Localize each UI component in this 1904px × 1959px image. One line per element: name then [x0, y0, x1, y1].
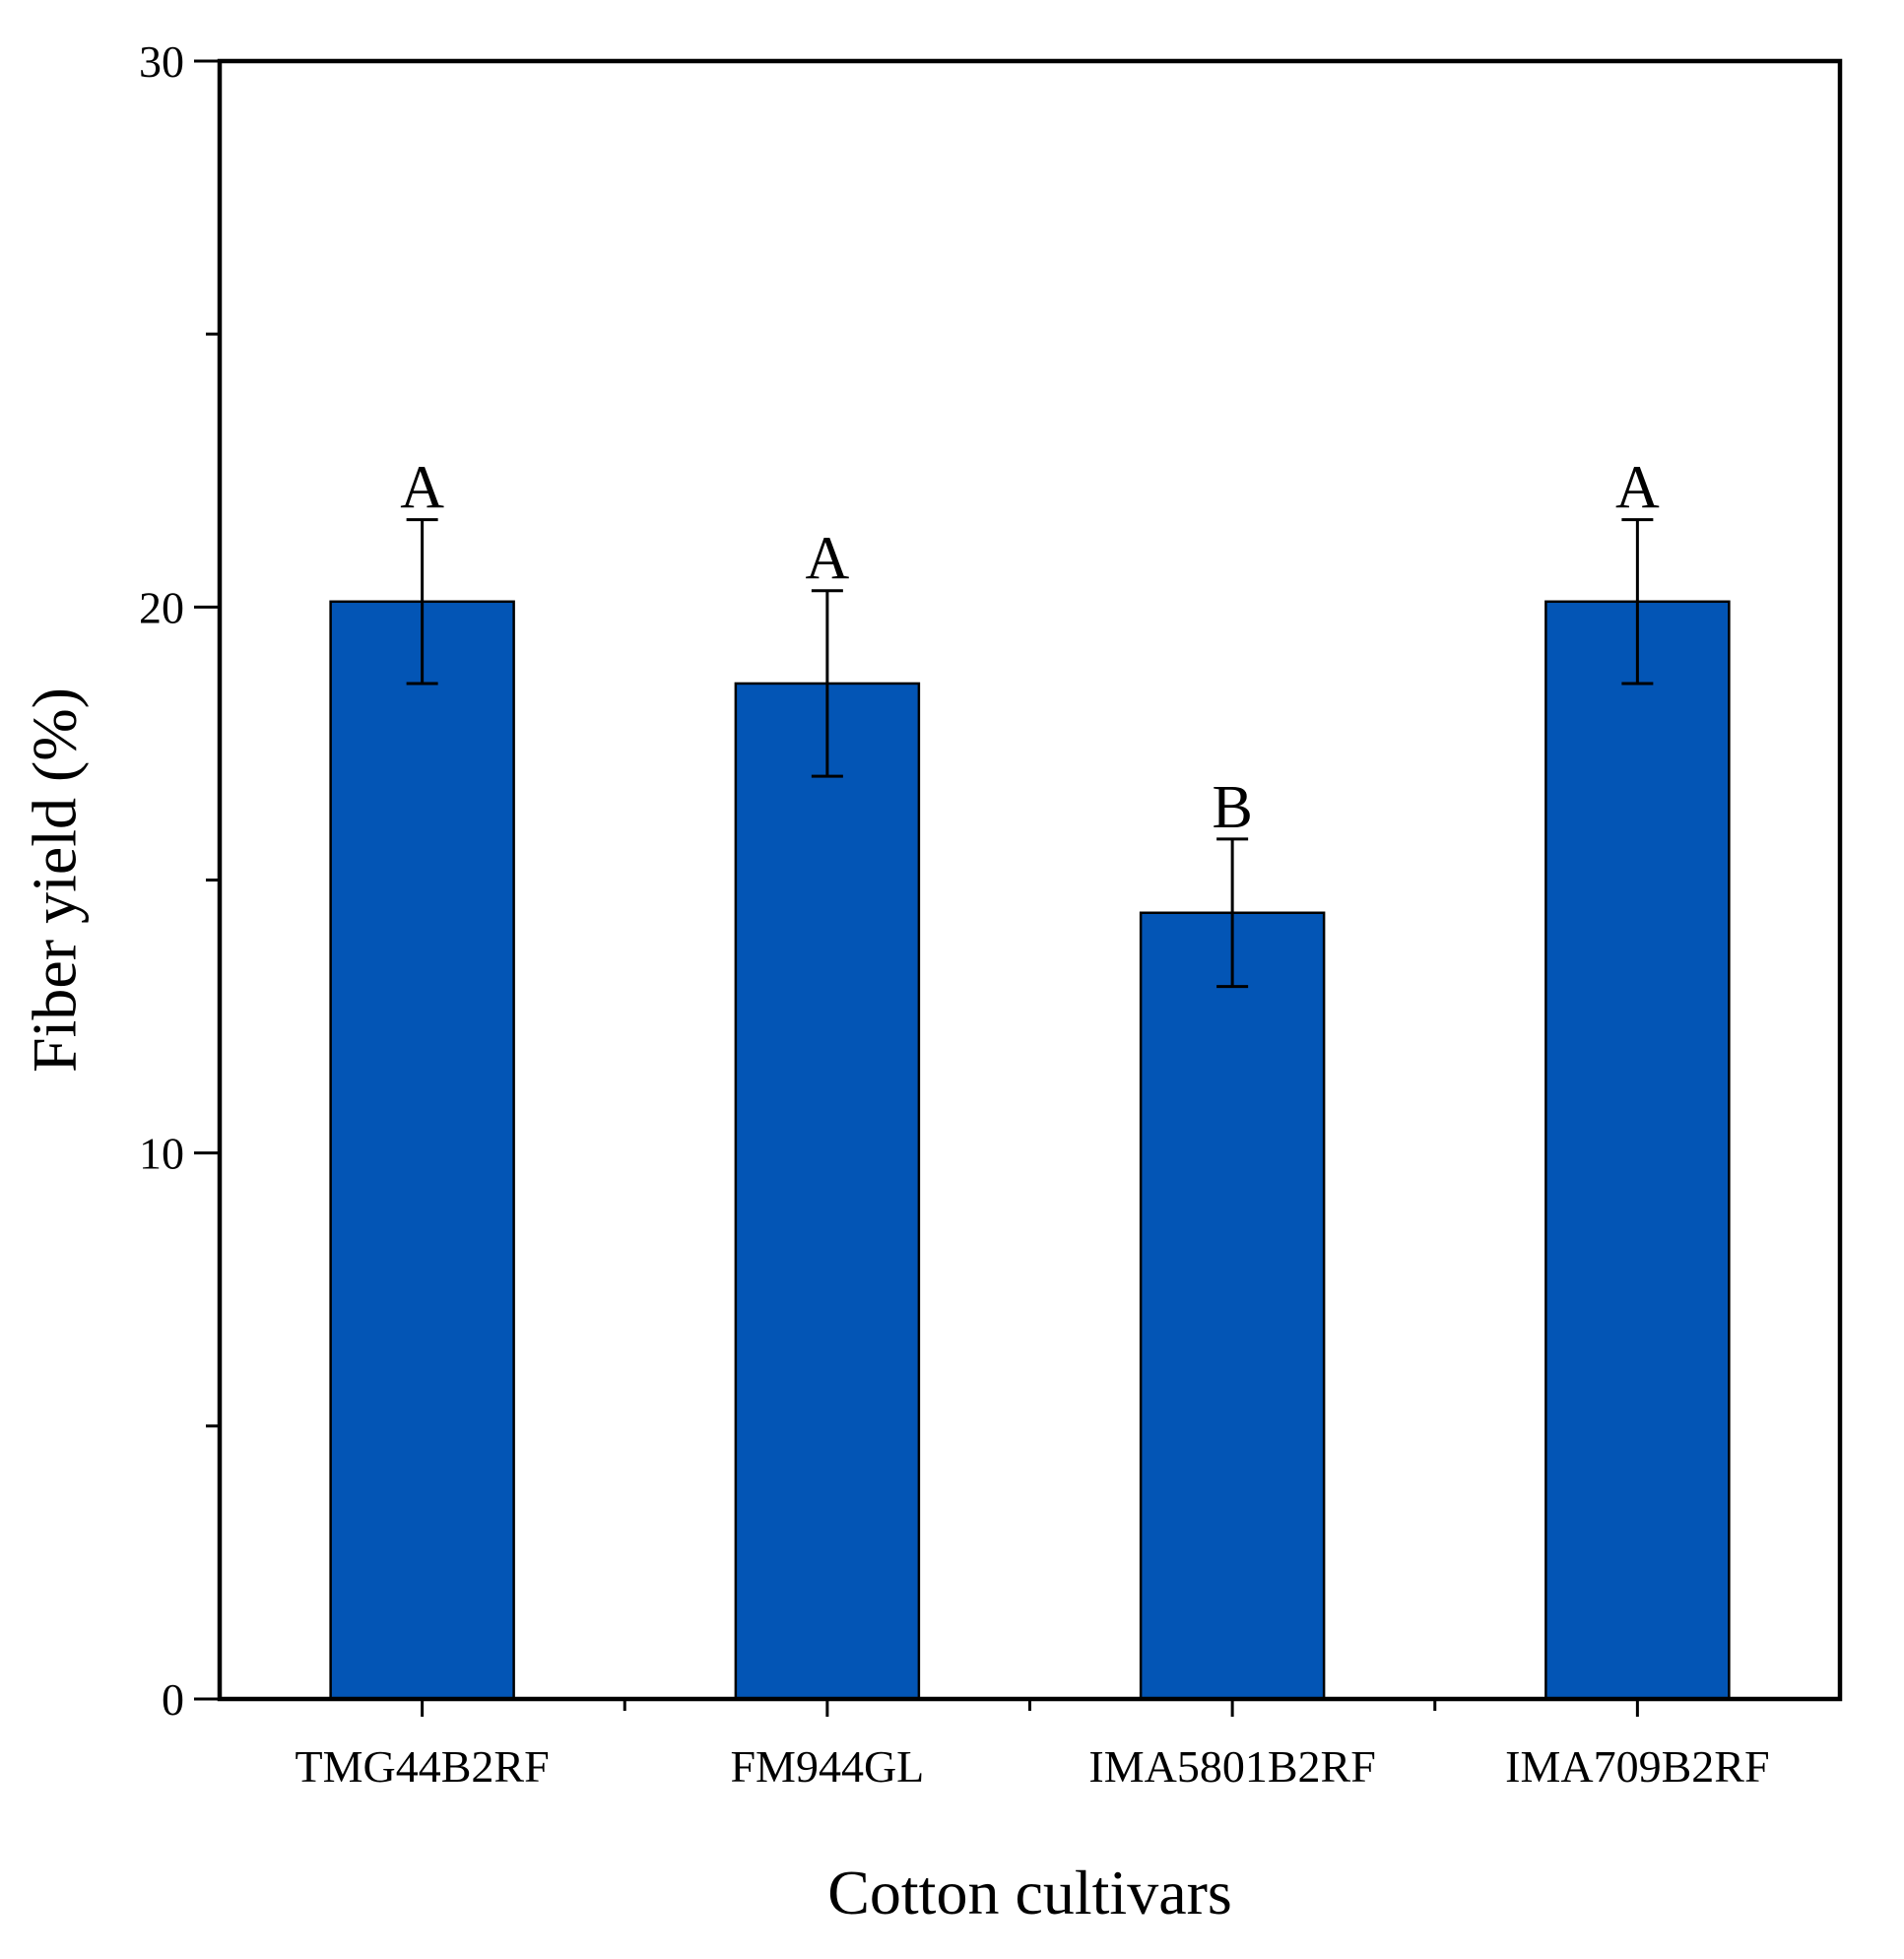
- bar-TMG44B2RF: [329, 600, 515, 1701]
- x-tick-label-TMG44B2RF: TMG44B2RF: [295, 1741, 550, 1792]
- significance-labels-group: A A B A: [400, 455, 1660, 841]
- y-tick-label-20: 20: [139, 582, 184, 632]
- bar-IMA5801B2RF: [1139, 911, 1326, 1701]
- bars-group: [329, 600, 1731, 1701]
- significance-label-IMA5801B2RF: B: [1212, 774, 1252, 841]
- significance-label-FM944GL: A: [805, 526, 849, 593]
- significance-label-TMG44B2RF: A: [400, 455, 444, 522]
- x-tick-label-FM944GL: FM944GL: [730, 1741, 924, 1792]
- y-tick-label-0: 0: [162, 1674, 184, 1725]
- x-axis-title: Cotton cultivars: [827, 1858, 1232, 1927]
- y-tick-label-30: 30: [139, 36, 184, 87]
- y-tick-label-10: 10: [139, 1129, 184, 1179]
- bar-FM944GL: [734, 682, 921, 1701]
- x-tick-label-IMA5801B2RF: IMA5801B2RF: [1088, 1741, 1375, 1792]
- y-axis-title: Fiber yield (%): [20, 687, 90, 1073]
- x-ticks-group: TMG44B2RF FM944GL IMA5801B2RF IMA709B2RF: [295, 1699, 1770, 1792]
- bar-IMA709B2RF: [1544, 600, 1731, 1701]
- x-tick-label-IMA709B2RF: IMA709B2RF: [1505, 1741, 1769, 1792]
- y-ticks-group: 0 10 20 30: [139, 36, 220, 1725]
- error-bars-group: [406, 518, 1654, 989]
- significance-label-IMA709B2RF: A: [1615, 455, 1660, 522]
